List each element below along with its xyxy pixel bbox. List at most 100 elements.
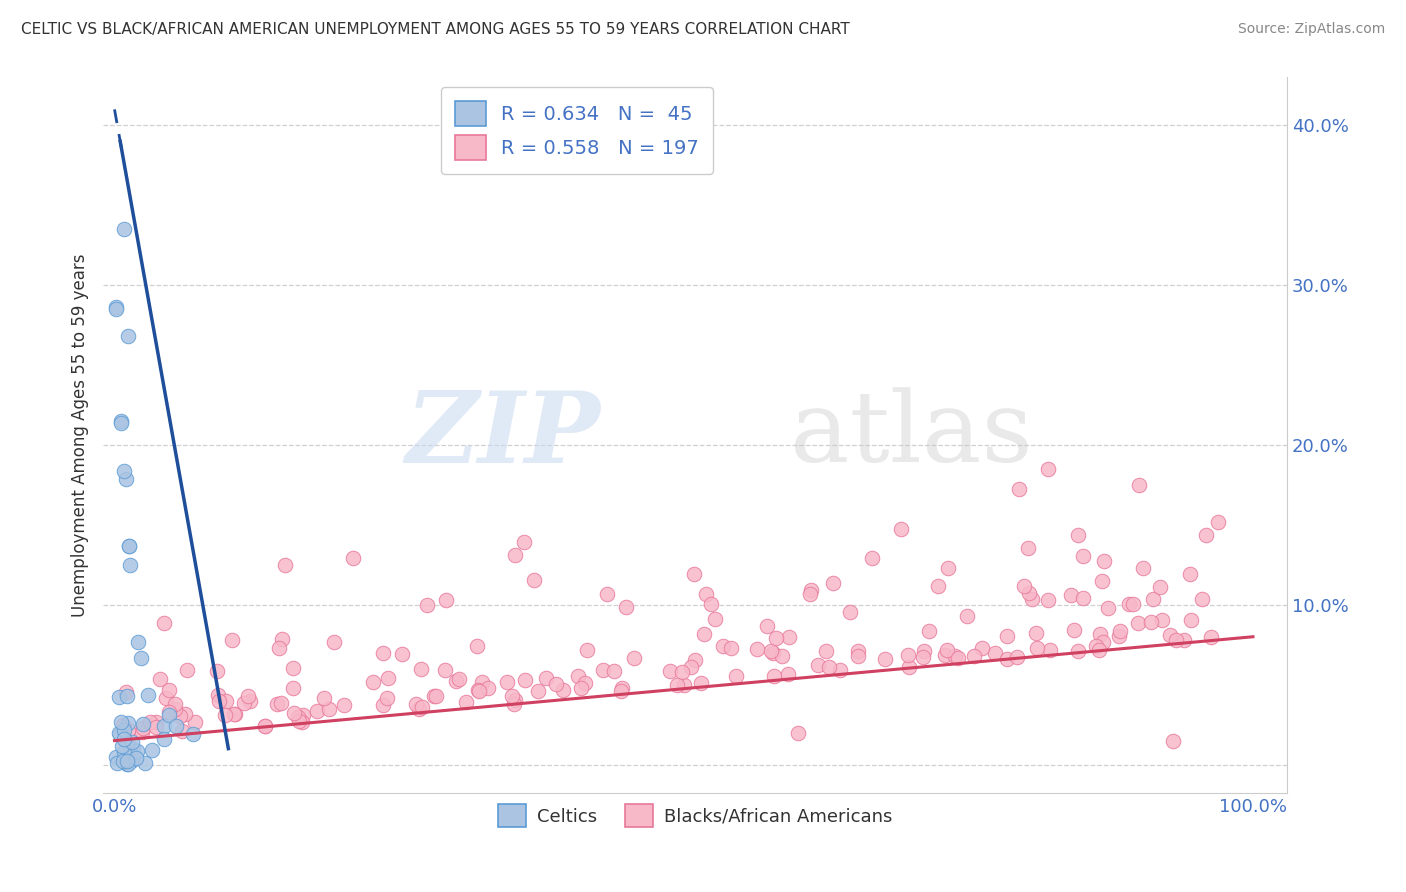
Point <box>108 727 131 741</box>
Point <box>778 667 800 681</box>
Point <box>152 719 174 733</box>
Point <box>496 675 519 690</box>
Point <box>267 641 290 656</box>
Point <box>592 663 614 677</box>
Point <box>756 618 779 632</box>
Point <box>444 673 467 688</box>
Point <box>110 416 132 430</box>
Point <box>134 756 156 771</box>
Point <box>1191 591 1213 606</box>
Point <box>1150 613 1173 627</box>
Point <box>422 690 444 704</box>
Point <box>1166 633 1188 648</box>
Point <box>270 632 292 647</box>
Point <box>534 671 557 685</box>
Point <box>823 576 845 591</box>
Point <box>1097 600 1119 615</box>
Point <box>165 719 187 733</box>
Point <box>1159 628 1181 642</box>
Point <box>671 665 693 680</box>
Point <box>846 644 869 658</box>
Point <box>117 736 139 750</box>
Point <box>523 573 546 587</box>
Point <box>215 694 238 708</box>
Point <box>221 633 243 648</box>
Point <box>610 683 633 698</box>
Point <box>972 640 994 655</box>
Point <box>1008 482 1031 496</box>
Point <box>312 690 335 705</box>
Point <box>305 704 328 718</box>
Point <box>1039 643 1062 657</box>
Point <box>159 705 181 719</box>
Point <box>122 742 145 756</box>
Point <box>765 632 787 646</box>
Point <box>711 639 734 653</box>
Point <box>1085 640 1108 654</box>
Point <box>898 659 921 673</box>
Point <box>574 675 596 690</box>
Point <box>120 754 142 768</box>
Point <box>111 718 134 732</box>
Point <box>1066 644 1088 658</box>
Point <box>1025 626 1047 640</box>
Point <box>1161 733 1184 747</box>
Point <box>169 709 191 723</box>
Point <box>139 714 162 729</box>
Point <box>408 702 430 716</box>
Point <box>132 717 155 731</box>
Point <box>911 649 934 664</box>
Point <box>371 646 394 660</box>
Point <box>1005 649 1028 664</box>
Point <box>1026 640 1049 655</box>
Point <box>112 464 135 478</box>
Point <box>1199 630 1222 644</box>
Point <box>700 597 723 611</box>
Point <box>665 678 688 692</box>
Point <box>391 647 413 661</box>
Legend: Celtics, Blacks/African Americans: Celtics, Blacks/African Americans <box>491 797 900 834</box>
Point <box>141 742 163 756</box>
Point <box>120 558 142 572</box>
Point <box>471 674 494 689</box>
Point <box>411 661 433 675</box>
Point <box>1088 627 1111 641</box>
Point <box>207 664 229 678</box>
Point <box>108 726 131 740</box>
Point <box>936 561 959 575</box>
Point <box>576 643 599 657</box>
Point <box>1108 629 1130 643</box>
Point <box>333 698 356 712</box>
Point <box>936 642 959 657</box>
Point <box>1067 528 1090 542</box>
Point <box>1178 566 1201 581</box>
Point <box>956 609 979 624</box>
Point <box>1060 588 1083 602</box>
Point <box>503 697 526 711</box>
Point <box>117 757 139 772</box>
Point <box>104 301 127 316</box>
Point <box>108 690 131 705</box>
Point <box>416 598 439 612</box>
Point <box>934 648 956 662</box>
Point <box>567 669 589 683</box>
Point <box>614 600 637 615</box>
Point <box>118 539 141 553</box>
Point <box>724 669 747 683</box>
Point <box>434 593 457 607</box>
Point <box>118 747 141 761</box>
Point <box>270 696 292 710</box>
Point <box>1195 528 1218 542</box>
Point <box>112 222 135 236</box>
Point <box>434 663 457 677</box>
Point <box>1018 585 1040 599</box>
Point <box>672 678 695 692</box>
Point <box>569 681 592 695</box>
Point <box>683 566 706 581</box>
Text: ZIP: ZIP <box>405 387 600 483</box>
Point <box>477 681 499 695</box>
Point <box>544 676 567 690</box>
Point <box>157 707 180 722</box>
Point <box>503 693 526 707</box>
Point <box>745 642 768 657</box>
